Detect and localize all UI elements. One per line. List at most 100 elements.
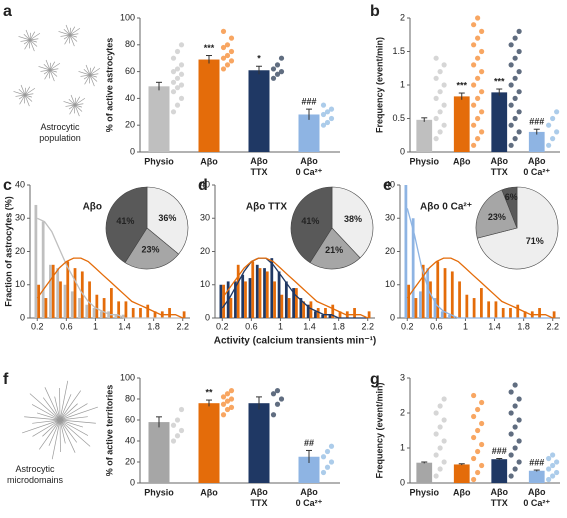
- histogram-bar: [255, 264, 259, 318]
- histogram-bar: [219, 284, 223, 318]
- data-point: [512, 466, 518, 472]
- data-point: [220, 66, 227, 72]
- icon-stroke: [59, 406, 98, 421]
- icon-stroke: [49, 62, 61, 71]
- fit-curve: [221, 257, 368, 319]
- icon-stroke: [24, 94, 30, 107]
- data-point: [550, 462, 556, 469]
- icon-stroke: [29, 393, 61, 421]
- icon-stroke: [44, 387, 61, 421]
- icon-stroke: [49, 69, 51, 79]
- x-tick-label: Aβo: [200, 156, 218, 166]
- data-point: [224, 391, 231, 397]
- significance-label: **: [205, 387, 213, 397]
- panel-letter: g: [370, 371, 380, 388]
- x-tick-label: Physio: [409, 487, 439, 497]
- data-point: [550, 136, 556, 142]
- icon-stroke: [59, 419, 89, 436]
- icon-stroke: [69, 34, 71, 44]
- icon-stroke: [83, 69, 91, 76]
- x-tick-label: 1.4: [303, 321, 316, 331]
- x-tick-label: Aβo 0 Ca²⁺: [523, 156, 550, 177]
- data-point: [475, 427, 481, 434]
- bar: [298, 114, 320, 152]
- data-point: [320, 122, 327, 128]
- histogram-bar: [487, 301, 491, 318]
- icon-stroke: [59, 416, 88, 421]
- significance-label: ##: [304, 438, 314, 448]
- y-tick-label: 40: [200, 179, 210, 189]
- data-point: [174, 75, 181, 81]
- fit-curve: [406, 208, 553, 319]
- x-tick-label: Aβo: [453, 156, 471, 166]
- icon-stroke: [59, 419, 78, 443]
- data-point: [320, 454, 327, 460]
- y-tick-label: 30: [200, 213, 210, 223]
- bar: [416, 462, 433, 483]
- icon-stroke: [24, 94, 26, 104]
- data-point: [437, 89, 443, 95]
- data-point: [441, 62, 447, 68]
- data-point: [441, 438, 447, 444]
- data-point: [178, 427, 185, 434]
- icon-stroke: [22, 419, 61, 434]
- data-point: [508, 389, 514, 395]
- data-point: [471, 122, 477, 128]
- data-point: [324, 109, 331, 115]
- data-point: [546, 142, 552, 148]
- data-point: [475, 115, 481, 122]
- icon-stroke: [59, 419, 76, 453]
- data-point: [328, 443, 335, 449]
- x-axis-label: Activity (calcium transients min⁻¹): [214, 336, 377, 347]
- icon-stroke: [49, 61, 56, 71]
- pie-label: 6%: [505, 192, 518, 202]
- data-point: [471, 476, 477, 483]
- x-tick-label: 2.2: [361, 321, 374, 331]
- data-point: [546, 455, 552, 462]
- histogram-bar: [34, 204, 38, 318]
- data-point: [479, 462, 485, 469]
- x-tick-label: 1.4: [488, 321, 501, 331]
- bar: [248, 403, 270, 483]
- histogram-bar: [338, 311, 342, 318]
- y-axis-label: Frequency (event/min): [374, 37, 384, 133]
- data-point: [550, 452, 556, 458]
- data-point: [433, 55, 439, 61]
- histogram-bar: [270, 258, 274, 318]
- histogram-bar: [501, 308, 505, 318]
- x-tick-label: Aβo TTX: [491, 156, 509, 177]
- histogram-bar: [37, 284, 41, 318]
- data-point: [328, 115, 335, 122]
- histogram-bar: [295, 288, 298, 318]
- histogram-bar: [367, 311, 371, 318]
- histogram-bar: [49, 264, 52, 318]
- bar: [453, 464, 470, 483]
- data-point: [508, 142, 514, 148]
- icon-stroke: [29, 32, 41, 41]
- data-point: [437, 424, 443, 430]
- data-point: [512, 424, 518, 430]
- icon-stroke: [74, 97, 76, 106]
- y-tick-label: 100: [120, 12, 135, 22]
- icon-stroke: [84, 74, 91, 85]
- histogram-bar: [80, 271, 84, 318]
- x-tick-label: Aβo 0 Ca²⁺: [296, 487, 323, 508]
- data-point: [178, 406, 185, 413]
- data-point: [174, 433, 181, 439]
- data-point: [433, 75, 439, 81]
- icon-stroke: [74, 104, 80, 117]
- bar: [148, 422, 170, 483]
- bar: [198, 59, 220, 152]
- y-tick-label: 40: [125, 93, 135, 103]
- y-tick-label: 60: [125, 66, 135, 76]
- data-point: [178, 42, 185, 48]
- histogram-bar: [407, 284, 411, 318]
- histogram-bar: [99, 311, 103, 318]
- y-tick-label: 0: [130, 477, 135, 487]
- data-point: [178, 82, 185, 88]
- data-point: [512, 95, 518, 101]
- data-point: [516, 69, 522, 75]
- data-point: [324, 464, 331, 470]
- data-point: [433, 431, 439, 437]
- data-point: [508, 82, 514, 88]
